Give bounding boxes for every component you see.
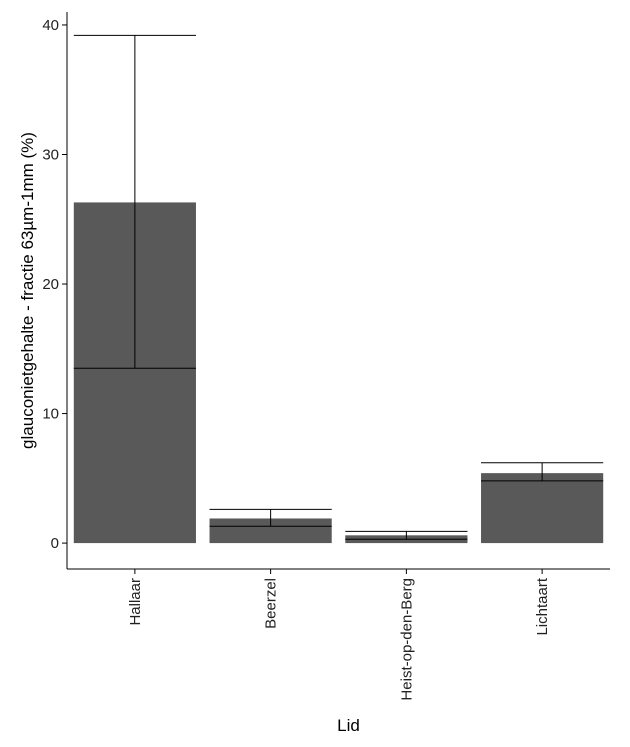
errorbars-layer — [73, 34, 604, 540]
y-tick-label-20: 20 — [42, 276, 59, 293]
y-axis-ticks: 0 10 20 30 40 — [42, 17, 67, 552]
y-tick-label-30: 30 — [42, 146, 59, 163]
y-tick-label-40: 40 — [42, 17, 59, 34]
y-tick-label-10: 10 — [42, 406, 59, 423]
y-axis-title: glauconietgehalte - fractie 63µm-1mm (%) — [18, 132, 37, 449]
x-axis-ticks: Hallaar Beerzel Heist-op-den-Berg Lichtaart — [127, 569, 551, 701]
x-tick-label-heist-op-den-berg: Heist-op-den-Berg — [398, 578, 415, 701]
x-axis-title: Lid — [337, 716, 360, 735]
bars-layer — [73, 202, 604, 544]
y-tick-label-0: 0 — [51, 535, 59, 552]
x-tick-label-lichtaart: Lichtaart — [534, 577, 551, 635]
bar-lichtaart — [481, 473, 604, 544]
x-tick-label-beerzel: Beerzel — [263, 578, 280, 629]
x-tick-label-hallaar: Hallaar — [127, 578, 144, 626]
